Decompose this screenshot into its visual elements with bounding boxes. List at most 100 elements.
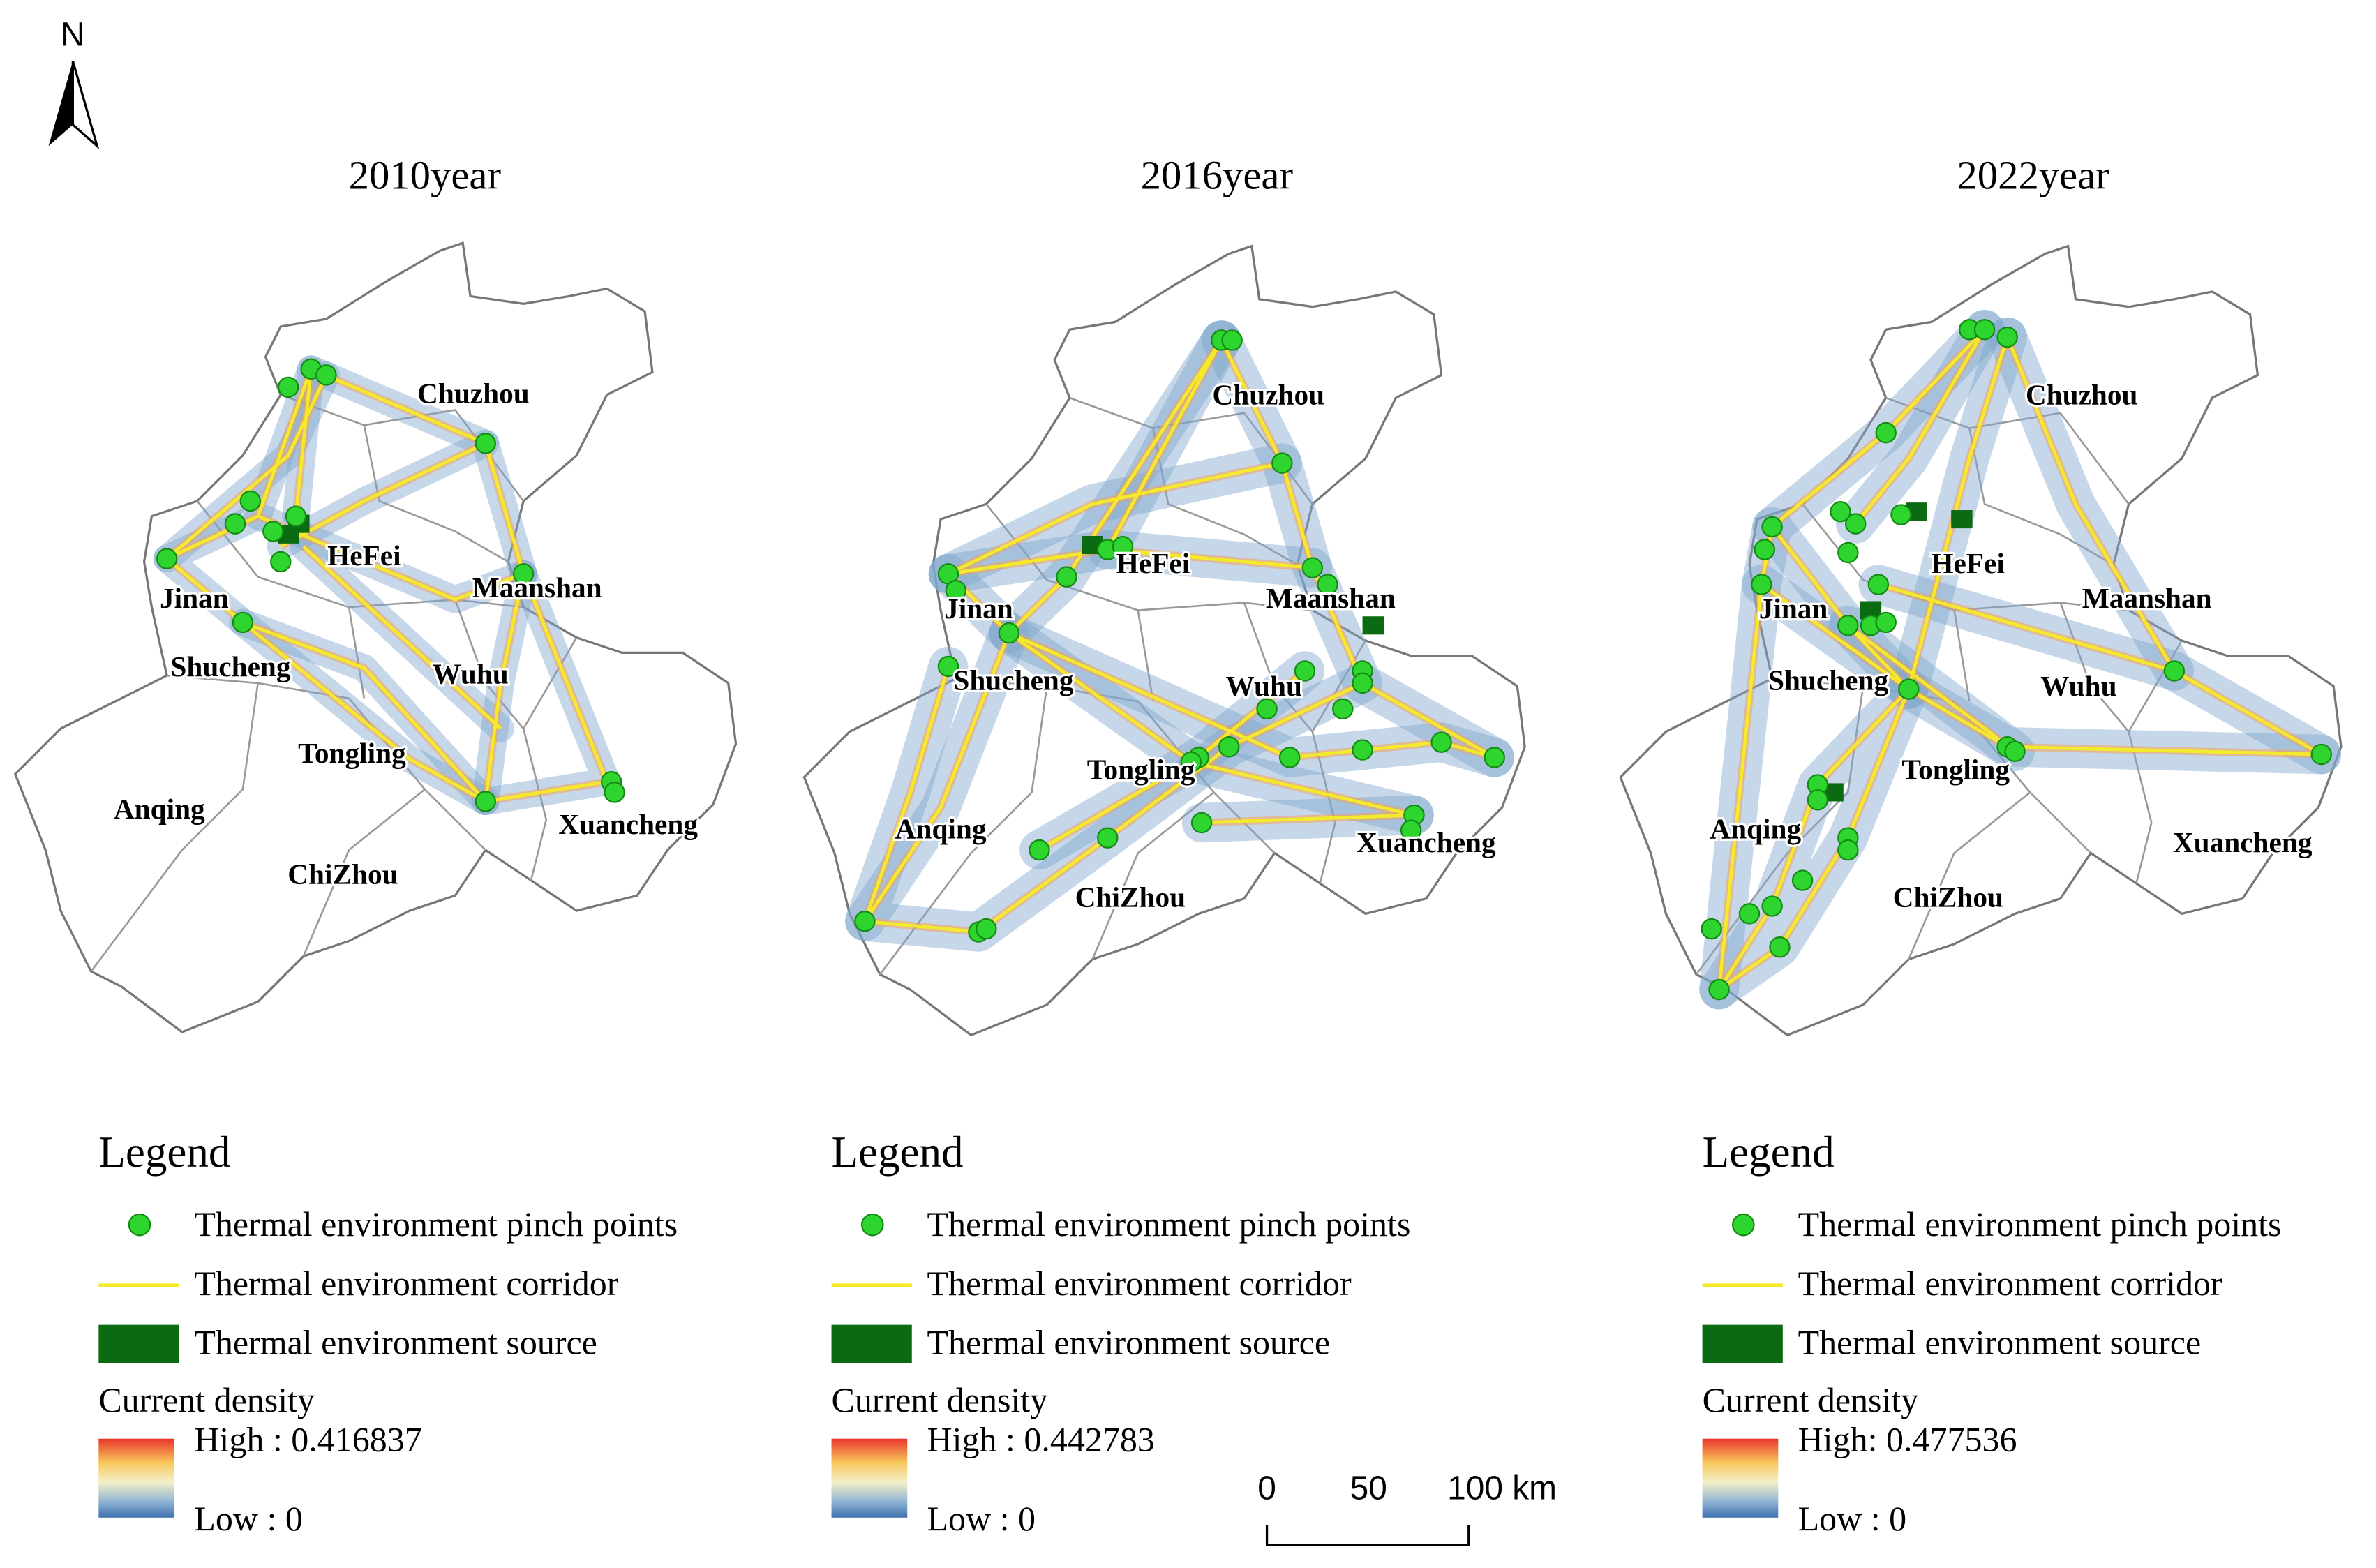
map-panel: Chuzhou HeFei Jinan Maanshan Shucheng Wuhu Ton…: [13, 241, 738, 1033]
corridor: [302, 545, 502, 730]
city-label: Shucheng: [1768, 664, 1888, 696]
pinch-point: [1332, 698, 1354, 720]
county-boundary: [1885, 396, 2130, 505]
north-arrow: [48, 60, 100, 150]
pinch-point: [1400, 819, 1422, 842]
city-label: Anqing: [1710, 812, 1801, 844]
legend-item: Thermal environment source: [1798, 1323, 2202, 1362]
pinch-point: [1875, 611, 1897, 634]
pinch-point: [1180, 751, 1202, 773]
density-ramp: [98, 1438, 175, 1518]
pinch-point: [1867, 574, 1890, 595]
pinch-point: [1769, 936, 1791, 958]
city-label: HeFei: [1931, 547, 2004, 579]
city-label: Anqing: [114, 793, 205, 825]
city-label: Tongling: [298, 737, 406, 769]
pinch-point: [1791, 869, 1814, 891]
city-label: Shucheng: [170, 650, 290, 682]
panel-title: 2022year: [1957, 152, 2109, 197]
city-label: ChiZhou: [1893, 881, 2003, 913]
pinch-point: [1352, 672, 1373, 694]
legend-item: Thermal environment source: [927, 1323, 1331, 1362]
pinch-point: [1890, 504, 1912, 525]
city-label: Maanshan: [1266, 582, 1396, 614]
pinch-point: [976, 918, 997, 940]
pinch-point: [315, 364, 337, 386]
corridor: [863, 632, 1011, 923]
pinch-point: [1996, 326, 2018, 348]
pinch-point: [1097, 827, 1119, 849]
north-label: N: [61, 16, 85, 53]
corridor: [2005, 336, 2322, 756]
county-boundary: [1243, 602, 1367, 733]
pinch-point: [232, 611, 254, 634]
city-label: Xuancheng: [558, 808, 698, 840]
city-label: Wuhu: [432, 658, 508, 690]
density-title: Current density: [832, 1380, 1048, 1419]
legend-item: Thermal environment pinch points: [1798, 1204, 2282, 1244]
pinch-point: [945, 580, 967, 602]
corridor: [1201, 813, 1414, 825]
pinch-point: [1430, 731, 1452, 753]
corridor: [1107, 548, 1313, 570]
county-boundary: [1137, 610, 1154, 702]
density-title: Current density: [1703, 1380, 1919, 1419]
city-label: Jinan: [944, 592, 1013, 625]
city-label: Chuzhou: [1212, 379, 1324, 411]
pinch-point: [1837, 542, 1859, 564]
legend-source-symbol: [831, 1324, 912, 1364]
arrow-half: [71, 60, 100, 150]
city-label: Wuhu: [1225, 670, 1301, 702]
city-label: Shucheng: [953, 664, 1073, 696]
city-label: ChiZhou: [287, 858, 398, 890]
corridor: [294, 368, 313, 516]
pinch-point: [1708, 978, 1730, 1001]
corridor: [947, 572, 1415, 817]
corridor: [242, 620, 487, 803]
city-label: HeFei: [1116, 547, 1190, 579]
panel-title: 2016year: [1141, 152, 1294, 197]
pinch-point: [2163, 660, 2186, 682]
legend-item: Thermal environment pinch points: [194, 1204, 678, 1244]
county-boundary: [955, 678, 1276, 854]
pinch-point: [2310, 743, 2332, 766]
pinch-point: [1256, 698, 1278, 720]
pinch-point: [1761, 895, 1783, 917]
county-boundary: [1908, 791, 2031, 960]
legend: Legend Thermal environment pinch points Th…: [98, 1128, 678, 1538]
corridor: [484, 573, 525, 802]
county-boundary: [1091, 791, 1215, 960]
density-high: High: 0.477536: [1798, 1420, 2017, 1459]
density-title: Current density: [98, 1380, 315, 1419]
corridor: [1846, 624, 2016, 753]
pinch-point: [1294, 660, 1316, 682]
density-low: Low : 0: [194, 1499, 303, 1538]
city-label: Chuzhou: [417, 377, 530, 409]
corridor: [1906, 336, 2009, 690]
legend-item: Thermal environment corridor: [194, 1264, 618, 1303]
city-label: Tongling: [1087, 754, 1195, 786]
county-boundary: [167, 674, 486, 851]
pinch-point: [277, 376, 299, 398]
legend-pinch-symbol: [1731, 1213, 1755, 1237]
scale-bar: 0 50 100 km: [1257, 1470, 1557, 1546]
pinch-point: [1898, 678, 1920, 700]
corridor: [1854, 329, 1987, 525]
county-boundary: [363, 425, 509, 563]
region-boundary: [13, 241, 738, 1033]
legend: Legend Thermal environment pinch points Th…: [1702, 1128, 2282, 1538]
pinch-point: [1973, 319, 1996, 341]
pinch-point: [285, 505, 307, 527]
pinch-point: [1844, 513, 1867, 535]
county-boundary: [1953, 610, 1971, 702]
corridor: [1878, 583, 2175, 673]
pinch-point: [1352, 739, 1373, 761]
pinch-point: [1837, 615, 1859, 636]
pinch-point: [156, 548, 178, 569]
pinch-point: [604, 782, 625, 803]
pinch-point: [2004, 740, 2026, 762]
map-panel: Chuzhou HeFei Jinan Maanshan Shucheng Wuhu Ton…: [802, 244, 1526, 1037]
corridor: [257, 514, 524, 602]
